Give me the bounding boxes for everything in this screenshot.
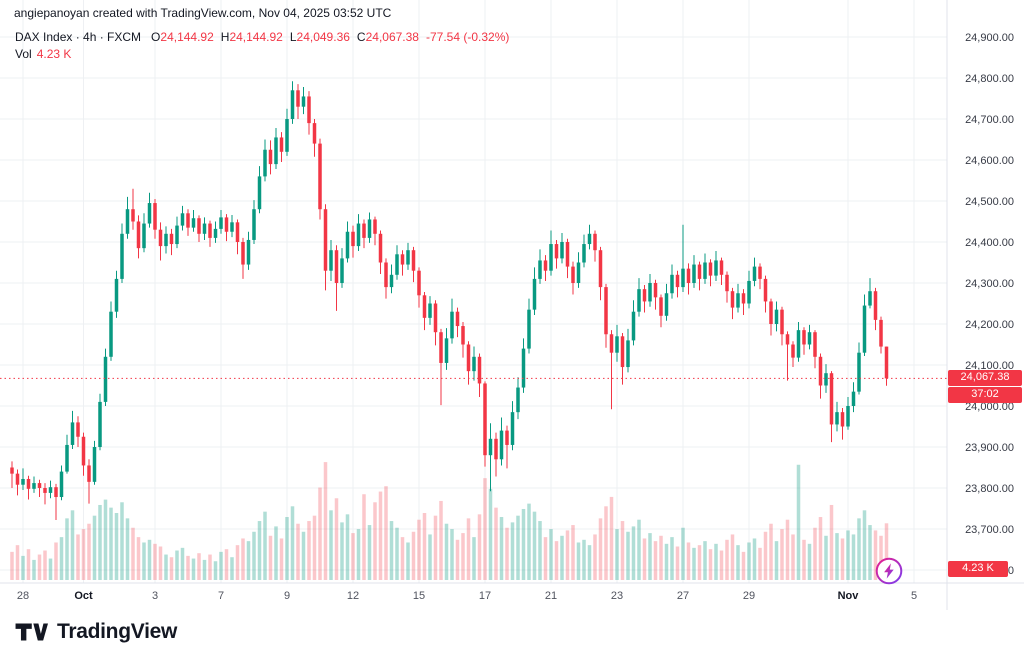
svg-text:24,700.00: 24,700.00 xyxy=(965,114,1014,126)
svg-text:23,700.00: 23,700.00 xyxy=(965,524,1014,536)
svg-text:Oct: Oct xyxy=(74,590,93,602)
symbol-title[interactable]: DAX Index · 4h · FXCM xyxy=(15,30,142,44)
last-price-badge: 24,067.38 xyxy=(948,370,1022,386)
volume-value: 4.23 K xyxy=(36,47,72,61)
volume-axis-badge: 4.23 K xyxy=(948,561,1008,577)
svg-text:17: 17 xyxy=(479,590,491,602)
tradingview-logomark-icon xyxy=(15,623,48,641)
svg-text:12: 12 xyxy=(347,590,359,602)
price-change: -77.54 (-0.32%) xyxy=(425,30,510,44)
ohlc-close: C24,067.38 xyxy=(356,30,419,44)
svg-text:7: 7 xyxy=(218,590,224,602)
brand-wordmark: TradingView xyxy=(57,620,178,643)
boost-button[interactable] xyxy=(875,557,903,585)
ohlc-high: H24,144.92 xyxy=(220,30,283,44)
svg-text:3: 3 xyxy=(152,590,158,602)
attribution-text: angiepanoyan created with TradingView.co… xyxy=(14,6,392,20)
price-chart-canvas[interactable]: 24,900.00 24,800.00 24,700.00 24,600.00 24,5… xyxy=(0,0,1024,612)
svg-text:29: 29 xyxy=(743,590,755,602)
svg-text:Nov: Nov xyxy=(838,590,860,602)
svg-text:23,900.00: 23,900.00 xyxy=(965,442,1014,454)
ohlc-open: O24,144.92 xyxy=(151,30,214,44)
svg-text:24,200.00: 24,200.00 xyxy=(965,319,1014,331)
svg-text:24,000.00: 24,000.00 xyxy=(965,401,1014,413)
svg-text:23,800.00: 23,800.00 xyxy=(965,483,1014,495)
tradingview-logo[interactable]: TradingView xyxy=(14,620,177,644)
svg-text:27: 27 xyxy=(677,590,689,602)
bar-countdown-badge: 37:02 xyxy=(948,387,1022,403)
svg-text:24,300.00: 24,300.00 xyxy=(965,278,1014,290)
svg-text:24,800.00: 24,800.00 xyxy=(965,73,1014,85)
svg-text:24,400.00: 24,400.00 xyxy=(965,237,1014,249)
svg-text:24,600.00: 24,600.00 xyxy=(965,155,1014,167)
svg-text:24,100.00: 24,100.00 xyxy=(965,360,1014,372)
svg-text:9: 9 xyxy=(284,590,290,602)
svg-text:15: 15 xyxy=(413,590,425,602)
svg-text:5: 5 xyxy=(911,590,917,602)
lightning-icon xyxy=(875,557,903,585)
ohlc-low: L24,049.36 xyxy=(289,30,350,44)
svg-text:21: 21 xyxy=(545,590,557,602)
svg-text:23: 23 xyxy=(611,590,623,602)
svg-text:24,900.00: 24,900.00 xyxy=(965,32,1014,44)
volume-label: Vol xyxy=(15,47,32,61)
volume-legend: Vol 4.23 K xyxy=(15,47,71,61)
chart-legend: DAX Index · 4h · FXCM O24,144.92 H24,144… xyxy=(15,30,509,44)
svg-text:28: 28 xyxy=(17,590,29,602)
svg-text:24,500.00: 24,500.00 xyxy=(965,196,1014,208)
